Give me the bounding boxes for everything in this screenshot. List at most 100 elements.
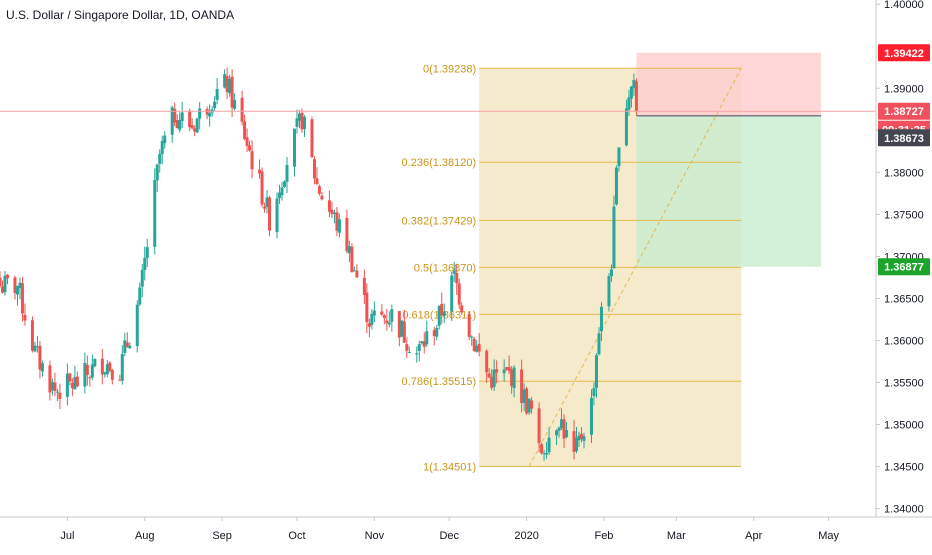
candle <box>105 360 109 378</box>
candle-body <box>525 388 529 414</box>
candle <box>302 115 306 137</box>
candle-body <box>522 389 526 403</box>
candle-body <box>332 212 336 215</box>
entry-price-badge-bg <box>878 129 930 147</box>
candle <box>88 375 92 387</box>
candle-body <box>195 118 199 133</box>
candle <box>225 67 229 99</box>
candle-body <box>555 430 559 436</box>
candle-body <box>347 246 351 254</box>
candle <box>223 69 227 89</box>
candle <box>380 304 384 316</box>
candle-body <box>477 344 481 352</box>
candle <box>557 426 561 438</box>
candle <box>485 349 489 383</box>
candle <box>382 314 386 325</box>
candle <box>582 432 586 449</box>
candle <box>23 303 27 326</box>
candle <box>347 240 351 263</box>
candle <box>100 348 104 385</box>
candle <box>20 276 24 322</box>
entry-price-badge: 1.38673 <box>878 129 930 147</box>
candle <box>572 420 576 460</box>
candle <box>614 165 618 206</box>
candle <box>589 389 593 443</box>
candle <box>295 109 299 134</box>
candle-body <box>225 76 229 92</box>
candle <box>634 78 638 116</box>
candle <box>580 427 584 443</box>
stop-loss-zone <box>636 52 822 116</box>
last-price-badge-bg <box>878 102 930 120</box>
candle-body <box>402 321 406 343</box>
price-tick-label: 1.34500 <box>884 462 924 474</box>
candle <box>467 311 471 341</box>
candle <box>275 192 279 239</box>
candle-body <box>118 379 122 381</box>
candle <box>332 209 336 224</box>
candle-body <box>302 116 306 129</box>
stop-price-badge-bg <box>878 44 930 62</box>
candle <box>228 74 232 97</box>
price-tick-label: 1.38000 <box>884 167 924 179</box>
candle <box>417 340 421 362</box>
candle-body <box>572 431 576 452</box>
candle-body <box>614 167 618 205</box>
candle-body <box>75 376 79 387</box>
candle <box>442 303 446 323</box>
candle <box>90 354 94 381</box>
candle <box>355 264 359 278</box>
candle-body <box>472 338 476 351</box>
candle-body <box>460 305 464 313</box>
candle-body <box>580 433 584 440</box>
candles <box>0 67 638 461</box>
candle-body <box>390 309 394 322</box>
candle-body <box>350 246 354 273</box>
candle <box>385 309 389 331</box>
candle-body <box>245 137 249 146</box>
candle-body <box>432 330 436 337</box>
price-tick-label: 1.36500 <box>884 293 924 305</box>
fib-level-label: 0.786(1.35515) <box>402 376 477 388</box>
candle <box>599 302 603 341</box>
candle-body <box>385 320 389 324</box>
candle-body <box>223 74 227 88</box>
candle-body <box>153 180 157 247</box>
candle <box>312 156 316 185</box>
candle <box>65 363 69 406</box>
candle-body <box>85 364 89 375</box>
candle <box>240 90 244 126</box>
candle-body <box>20 283 24 314</box>
candle-body <box>435 327 439 337</box>
candle <box>83 352 87 394</box>
candle <box>522 383 526 411</box>
candle-body <box>265 197 269 208</box>
candle-body <box>502 369 506 374</box>
candle <box>510 366 514 394</box>
candle <box>123 332 127 357</box>
candle-body <box>629 86 633 99</box>
candle <box>70 378 74 397</box>
candle-body <box>180 112 184 122</box>
candle <box>575 426 579 454</box>
fib-level-label: 0.236(1.38120) <box>402 157 477 169</box>
candle <box>362 269 366 304</box>
candle <box>292 128 296 177</box>
candle-body <box>545 453 549 455</box>
overlay-lines <box>0 110 876 117</box>
candle <box>609 264 613 282</box>
candle <box>422 332 426 354</box>
candle <box>617 147 621 172</box>
time-tick-label: Feb <box>594 530 613 542</box>
target-price-badge: 1.36877 <box>878 258 930 276</box>
candle <box>48 360 52 401</box>
candle <box>492 359 496 392</box>
candle <box>38 341 42 379</box>
candle <box>188 108 192 132</box>
candle-body <box>23 315 27 321</box>
candle-body <box>337 219 341 233</box>
candle-body <box>557 427 561 431</box>
candle <box>5 273 9 285</box>
